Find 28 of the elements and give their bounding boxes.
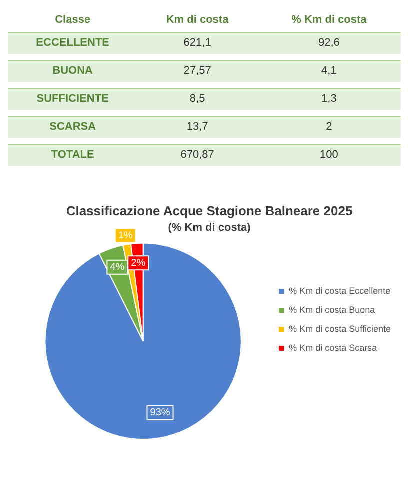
category-label: BUONA [52, 64, 94, 80]
data-label: 1% [118, 230, 133, 242]
category-label: SUFFICIENTE [36, 92, 110, 108]
category-label: SCARSA [48, 120, 98, 136]
legend-label: % Km di costa Eccellente [289, 286, 391, 296]
text: Classe [54, 12, 92, 28]
data-label: 8,5 [188, 92, 206, 108]
legend-label: % Km di costa Scarsa [289, 342, 378, 353]
data-label: 4% [110, 262, 125, 274]
data-label: 13,7 [186, 120, 210, 136]
legend-label: % Km di costa Sufficiente [289, 324, 392, 334]
data-label: 93% [150, 408, 170, 419]
category-label: TOTALE [50, 148, 96, 164]
data-label: 670,87 [180, 148, 216, 164]
data-label: 621,1 [182, 36, 212, 52]
category-label: ECCELLENTE [35, 36, 111, 52]
series-label: Km di costa [165, 12, 230, 28]
chart-title: Classificazione Acque Stagione Balneare 2025 [66, 203, 353, 218]
data-label: 2% [131, 258, 146, 269]
chart-subtitle: (% Km di costa) [168, 222, 252, 234]
data-label: 100 [319, 148, 340, 164]
text: % Km di costa [290, 12, 368, 28]
data-label: 27,57 [182, 64, 212, 80]
data-label: 4,1 [320, 64, 338, 80]
data-label: 1,3 [320, 92, 338, 108]
data-label: 2 [325, 120, 334, 136]
legend-label: % Km di costa Buona [289, 304, 376, 315]
data-label: 92,6 [317, 36, 341, 52]
